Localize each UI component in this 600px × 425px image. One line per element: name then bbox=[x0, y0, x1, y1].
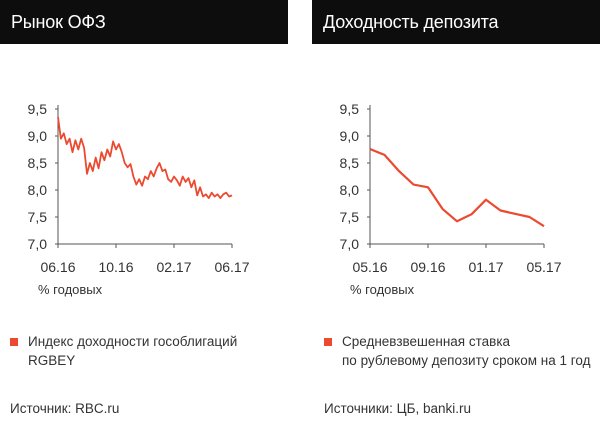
legend-swatch bbox=[324, 338, 332, 346]
y-tick-label: 9,0 bbox=[28, 128, 48, 144]
y-unit-label: % годовых bbox=[350, 282, 415, 297]
series-line bbox=[369, 147, 545, 228]
y-tick-label: 8,5 bbox=[340, 155, 360, 171]
x-tick-label: 01.17 bbox=[468, 259, 503, 275]
panel-deposit-yield: Доходность депозита 9,5 9,0 8,5 8,0 7,5 7,0 05… bbox=[312, 0, 600, 425]
legend-label-line1: Средневзвешенная ставка bbox=[342, 334, 511, 349]
y-tick-label: 9,0 bbox=[340, 128, 360, 144]
y-tick-label: 8,5 bbox=[28, 155, 48, 171]
y-tick-label: 9,5 bbox=[340, 101, 360, 117]
legend-label-line2: по рублевому депозиту сроком на 1 год bbox=[342, 353, 591, 368]
legend-label: Индекс доходности гособлигаций RGBEY bbox=[28, 334, 238, 368]
series-line bbox=[57, 116, 233, 200]
y-unit-label: % годовых bbox=[38, 282, 103, 297]
x-tick-label: 02.17 bbox=[156, 259, 191, 275]
panel-title: Доходность депозита bbox=[312, 0, 600, 44]
panel-title: Рынок ОФЗ bbox=[0, 0, 288, 44]
x-tick-label: 06.17 bbox=[214, 259, 249, 275]
y-tick-label: 8,0 bbox=[340, 182, 360, 198]
legend-swatch bbox=[10, 338, 18, 346]
y-tick-label: 9,5 bbox=[28, 101, 48, 117]
legend: Индекс доходности гособлигаций RGBEY bbox=[10, 332, 288, 370]
x-tick-label: 10.16 bbox=[98, 259, 133, 275]
panel-ofz-market: Рынок ОФЗ 9,5 9,0 8,5 8,0 7,5 7,0 06.16 10.16 02… bbox=[0, 0, 288, 425]
deposit-rate-chart: 9,5 9,0 8,5 8,0 7,5 7,0 05.16 09.16 01.17 05.17 bbox=[340, 101, 562, 275]
x-tick-label: 06.16 bbox=[40, 259, 75, 275]
legend: Средневзвешенная ставка по рублевому деп… bbox=[324, 332, 600, 370]
x-tick-label: 05.17 bbox=[526, 259, 561, 275]
source-note: Источник: RBC.ru bbox=[10, 401, 120, 416]
y-tick-label: 7,5 bbox=[340, 209, 360, 225]
x-tick-label: 05.16 bbox=[352, 259, 387, 275]
y-tick-label: 8,0 bbox=[28, 182, 48, 198]
y-tick-label: 7,5 bbox=[28, 209, 48, 225]
y-tick-label: 7,0 bbox=[340, 236, 360, 252]
source-note: Источники: ЦБ, banki.ru bbox=[324, 401, 472, 416]
ofz-yield-chart: 9,5 9,0 8,5 8,0 7,5 7,0 06.16 10.16 02.17 06.17 bbox=[28, 101, 250, 275]
y-tick-label: 7,0 bbox=[28, 236, 48, 252]
x-tick-label: 09.16 bbox=[410, 259, 445, 275]
